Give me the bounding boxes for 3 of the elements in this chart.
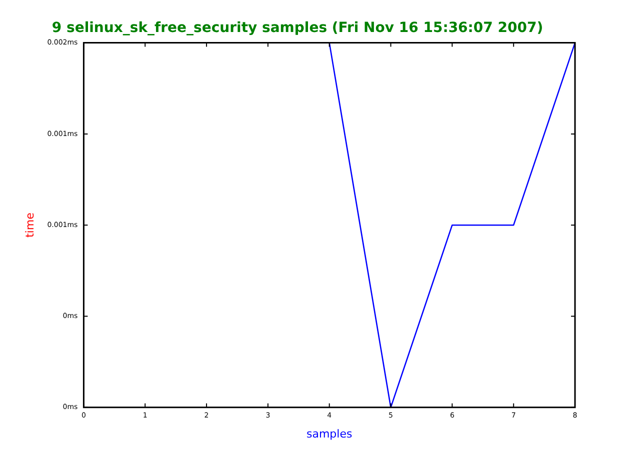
y-axis-title: time — [23, 212, 36, 238]
chart-title: 9 selinux_sk_free_security samples (Fri Nov 16 15:36:07 2007) — [52, 20, 544, 36]
x-axis-title: samples — [306, 427, 352, 440]
